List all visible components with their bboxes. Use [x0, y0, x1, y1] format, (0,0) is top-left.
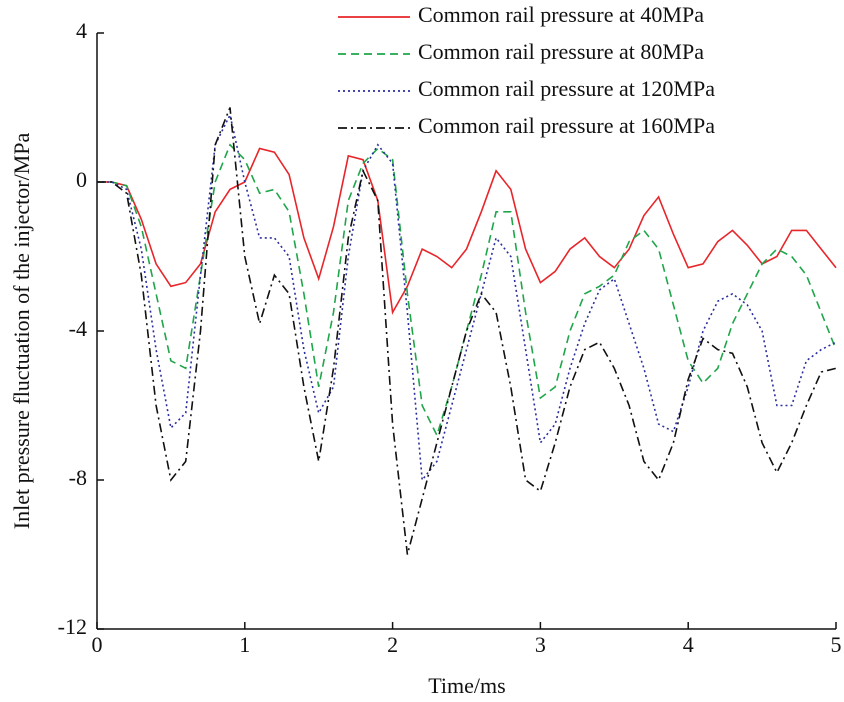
- y-tick-label: -8: [69, 465, 87, 490]
- legend-label: Common rail pressure at 80MPa: [418, 39, 704, 64]
- x-axis-label: Time/ms: [428, 673, 505, 698]
- y-tick-label: 4: [76, 18, 87, 43]
- legend-label: Common rail pressure at 40MPa: [418, 2, 704, 27]
- series-line: [97, 147, 837, 315]
- x-tick-label: 3: [535, 632, 546, 657]
- legend-label: Common rail pressure at 120MPa: [418, 76, 715, 101]
- series-line: [97, 143, 837, 438]
- x-tick-label: 5: [831, 632, 842, 657]
- series-line: [97, 107, 837, 555]
- y-tick-label: -4: [69, 316, 87, 341]
- x-tick-label: 2: [387, 632, 398, 657]
- y-axis-label: Inlet pressure fluctuation of the inject…: [9, 133, 34, 530]
- series-line: [97, 112, 837, 483]
- y-tick-label: -12: [58, 614, 87, 639]
- x-tick-label: 0: [92, 632, 103, 657]
- x-tick-label: 4: [683, 632, 694, 657]
- x-tick-label: 1: [239, 632, 250, 657]
- y-tick-label: 0: [76, 167, 87, 192]
- legend-label: Common rail pressure at 160MPa: [418, 113, 715, 138]
